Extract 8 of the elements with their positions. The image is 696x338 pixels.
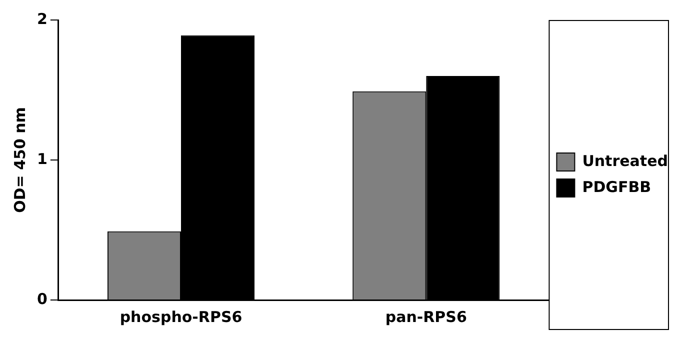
- legend-label: PDGFBB: [582, 178, 652, 196]
- x-tick-label: phospho-RPS6: [120, 308, 242, 326]
- x-tick-label: pan-RPS6: [385, 308, 467, 326]
- y-tick-label: 1: [37, 150, 48, 168]
- legend-label: Untreated: [582, 152, 668, 170]
- y-tick-label: 2: [37, 10, 48, 28]
- y-axis-title: OD= 450 nm: [10, 107, 29, 213]
- y-tick-label: 0: [37, 290, 48, 308]
